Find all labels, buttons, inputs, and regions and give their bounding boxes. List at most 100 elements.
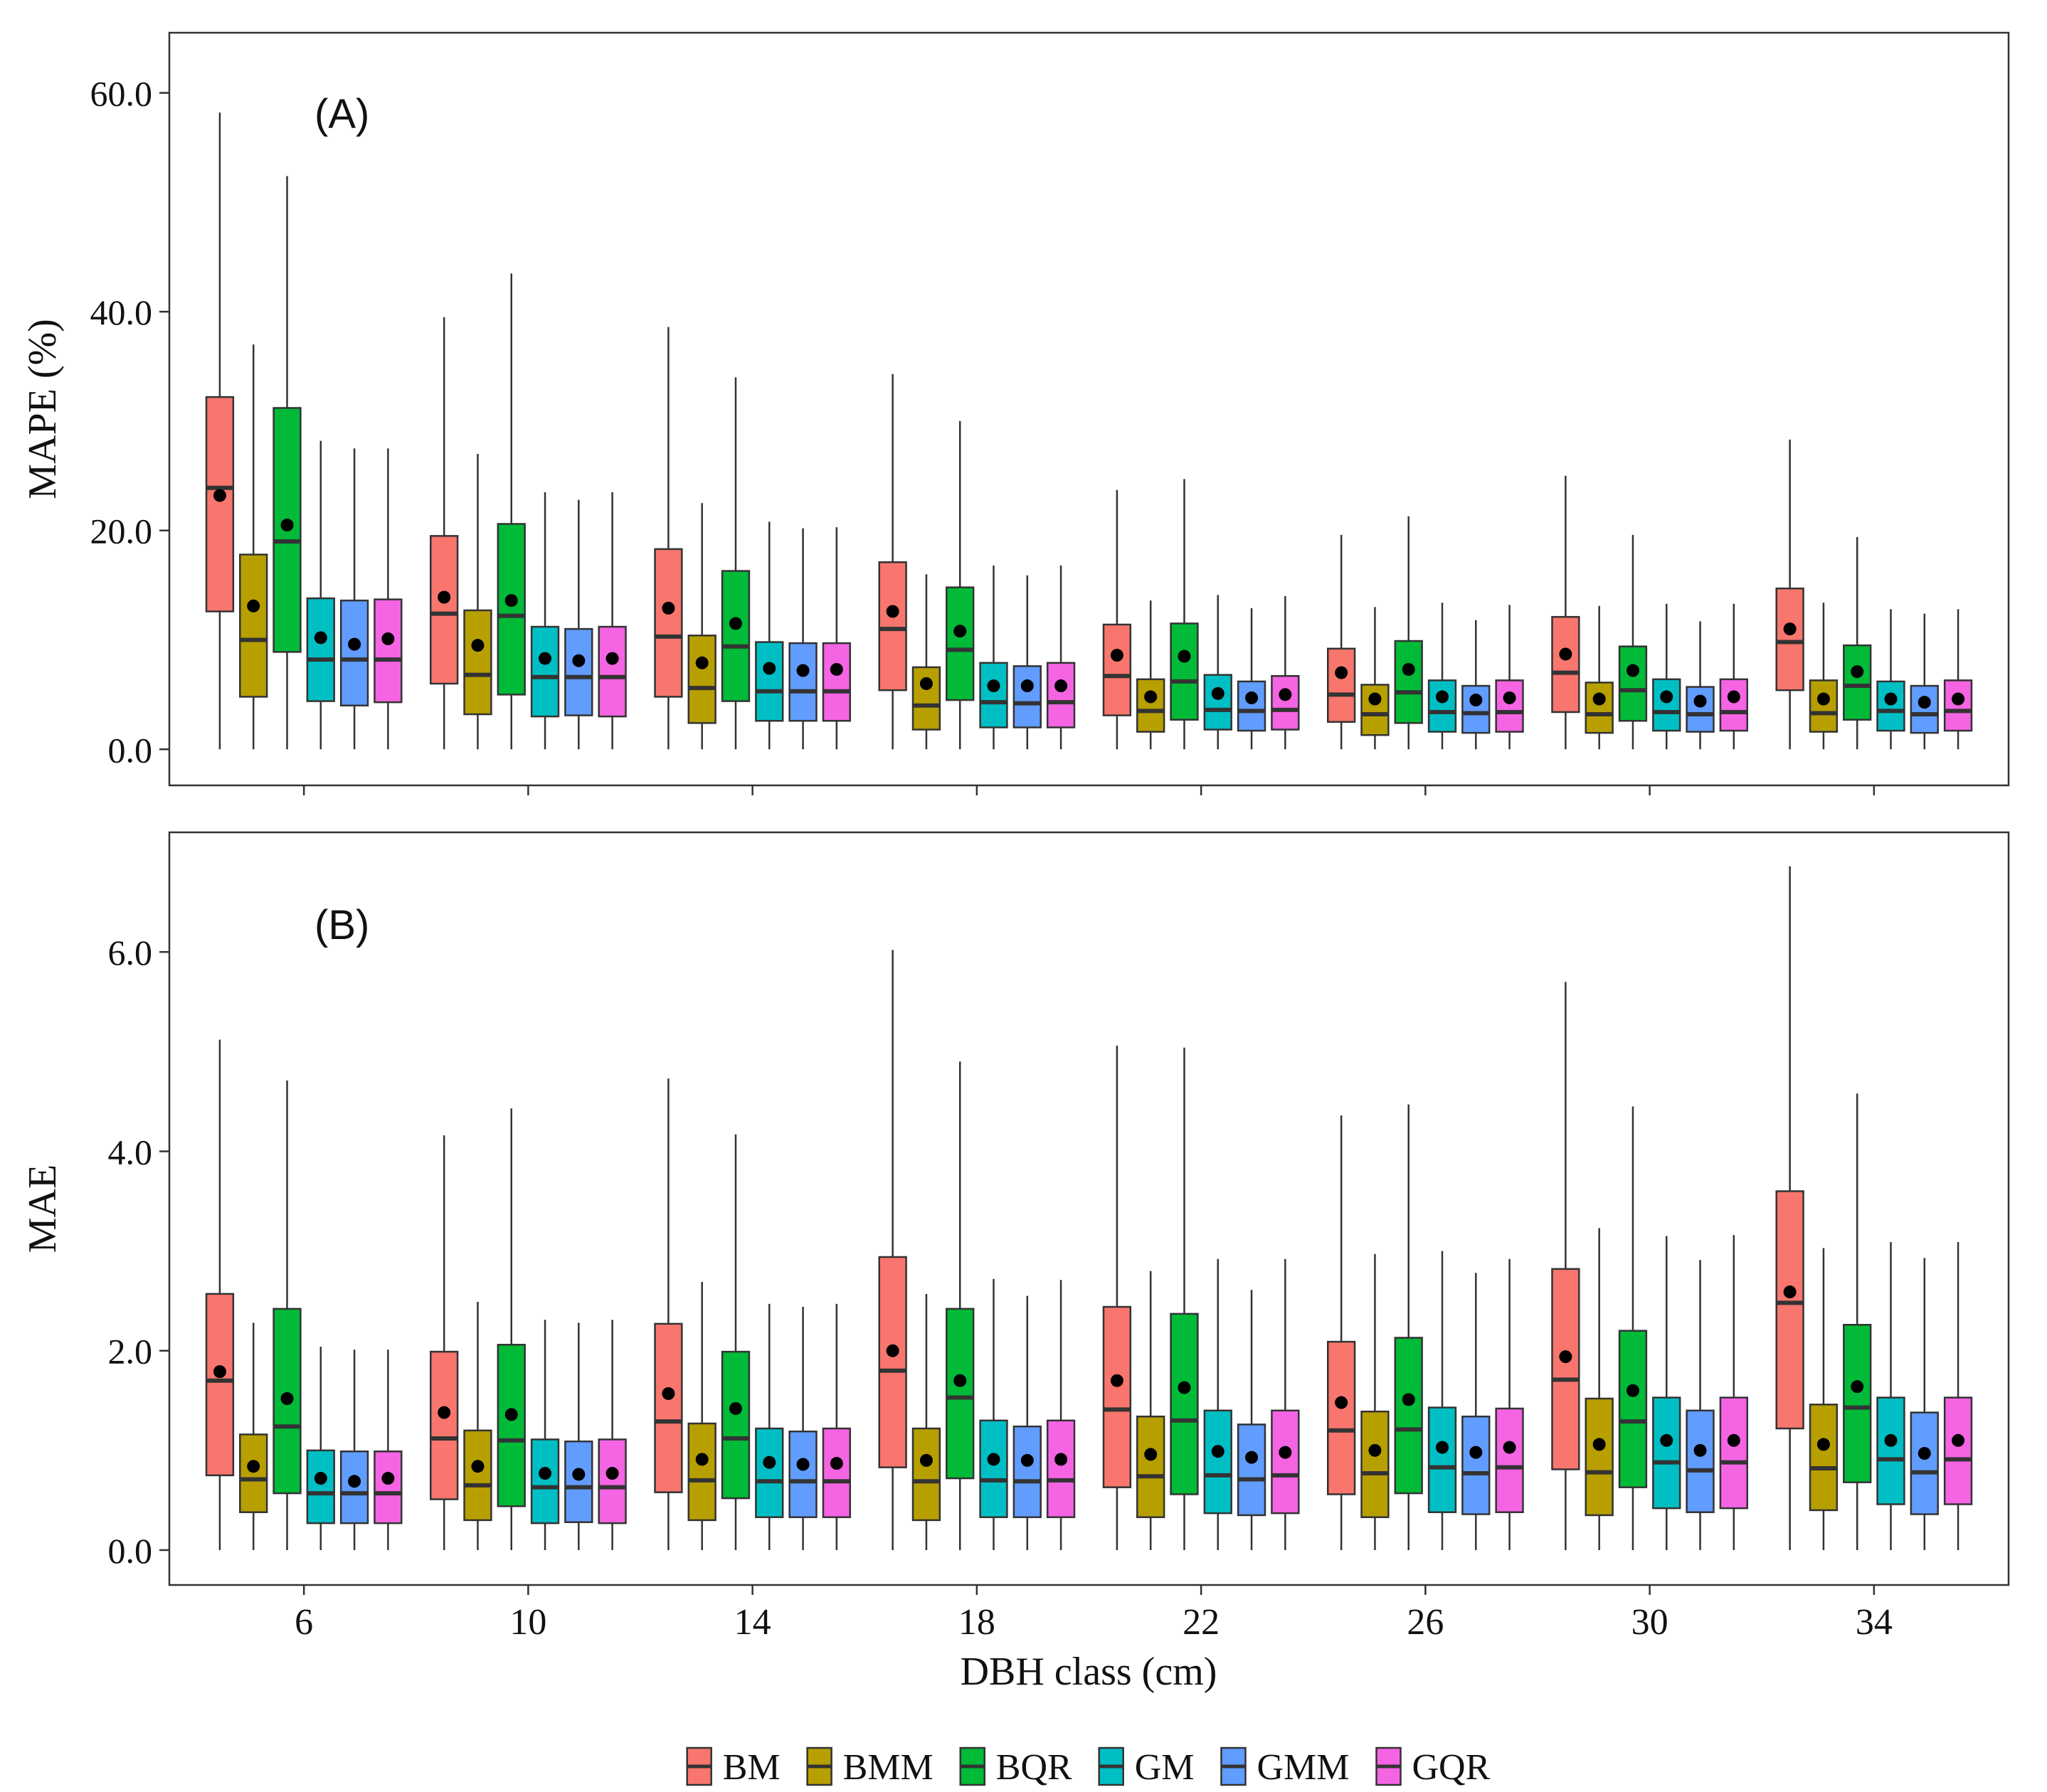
box-gmm (1461, 620, 1491, 750)
iqr-box (1618, 645, 1648, 722)
mean-point (695, 656, 709, 669)
box-gmm (339, 1350, 369, 1550)
iqr-box (1775, 1190, 1804, 1430)
box-group-dbh-10 (430, 1108, 627, 1550)
box-group-dbh-26 (1326, 516, 1524, 750)
iqr-box (1170, 622, 1199, 721)
mean-point (1816, 692, 1830, 706)
iqr-box (1461, 684, 1491, 734)
mean-point (1952, 1433, 1965, 1447)
mean-point (919, 677, 933, 690)
y-tick-label: 0.0 (108, 730, 153, 770)
mean-point (763, 1456, 776, 1469)
box-gqr (374, 1350, 403, 1550)
iqr-box (878, 561, 907, 691)
iqr-box (979, 1419, 1008, 1518)
box-bqr (946, 420, 975, 750)
box-gqr (822, 527, 852, 750)
x-tick-label: 30 (1631, 1602, 1668, 1643)
y-tick-label: 40.0 (90, 292, 153, 332)
box-gm (755, 521, 784, 750)
mean-point (919, 1453, 933, 1467)
panel-b-boxes (205, 866, 1973, 1550)
box-gqr (598, 492, 627, 750)
box-gmm (1237, 1290, 1266, 1550)
iqr-box (1271, 674, 1300, 731)
iqr-box (822, 642, 852, 722)
mean-point (953, 625, 967, 638)
box-group-dbh-34 (1775, 866, 1973, 1550)
mean-point (438, 1406, 451, 1419)
box-bqr (721, 377, 751, 750)
iqr-box (654, 548, 683, 698)
mean-point (1503, 1441, 1516, 1454)
iqr-box (687, 1422, 716, 1522)
iqr-box (598, 1438, 627, 1525)
iqr-box (530, 625, 560, 718)
mean-point (1211, 1445, 1225, 1458)
legend-label: BM (723, 1747, 781, 1788)
legend-item-gm: GM (1098, 1746, 1195, 1788)
box-gqr (1271, 595, 1300, 750)
legend-item-bm: BM (686, 1746, 781, 1788)
iqr-box (497, 523, 526, 696)
iqr-box (1843, 1324, 1872, 1483)
box-bm (1102, 1045, 1132, 1550)
iqr-box (374, 598, 403, 704)
mean-point (1592, 1438, 1606, 1451)
iqr-box (1012, 665, 1042, 728)
x-tick-label: 14 (734, 1602, 771, 1643)
iqr-box (979, 662, 1008, 728)
box-bmm (463, 454, 492, 750)
mean-point (381, 632, 395, 645)
mean-point (796, 664, 810, 677)
box-gmm (788, 528, 818, 750)
box-gqr (374, 448, 403, 750)
mean-point (247, 599, 260, 613)
y-tick-label: 20.0 (90, 511, 153, 551)
iqr-box (946, 1308, 975, 1480)
box-bqr (1394, 1104, 1423, 1550)
iqr-box (1271, 1409, 1300, 1515)
mean-point (213, 489, 226, 502)
panel-a: (A) MAPE (%) 0.0 20.0 40.0 60.0 (21, 31, 2010, 795)
mean-point (1559, 647, 1572, 661)
iqr-box (878, 1256, 907, 1468)
mean-point (572, 654, 586, 667)
iqr-box (463, 609, 492, 716)
iqr-box (1012, 1425, 1042, 1518)
y-tick-label: 6.0 (108, 933, 153, 972)
x-tick-label: 6 (295, 1602, 313, 1643)
mean-point (471, 1460, 485, 1473)
iqr-box (946, 586, 975, 701)
iqr-box (1809, 679, 1839, 733)
box-bqr (273, 176, 302, 750)
mean-point (1368, 1443, 1382, 1457)
legend-label: GM (1135, 1747, 1195, 1788)
legend-label: BQR (996, 1747, 1072, 1788)
y-tick-label: 0.0 (108, 1531, 153, 1571)
mean-point (1402, 1393, 1415, 1406)
box-gqr (1719, 603, 1748, 750)
iqr-box (1652, 1396, 1681, 1510)
box-group-dbh-18 (878, 950, 1076, 1550)
iqr-box (1551, 615, 1580, 714)
box-bm (878, 950, 907, 1550)
box-bmm (687, 503, 716, 750)
mean-point (1178, 1381, 1191, 1394)
panel-b-label: (B) (314, 902, 369, 948)
mean-point (886, 1344, 899, 1357)
legend-label: GQR (1412, 1747, 1491, 1788)
legend-item-bqr: BQR (959, 1746, 1072, 1788)
mean-point (1660, 1433, 1673, 1447)
x-tick-label: 18 (958, 1602, 995, 1643)
mean-point (1783, 1285, 1797, 1299)
y-tick-label: 60.0 (90, 74, 153, 114)
box-bm (654, 327, 683, 750)
iqr-box (755, 1427, 784, 1518)
box-bqr (1618, 1106, 1648, 1550)
box-bm (205, 1039, 235, 1550)
box-bm (1775, 440, 1804, 750)
mean-point (729, 617, 742, 630)
mean-point (729, 1401, 742, 1415)
